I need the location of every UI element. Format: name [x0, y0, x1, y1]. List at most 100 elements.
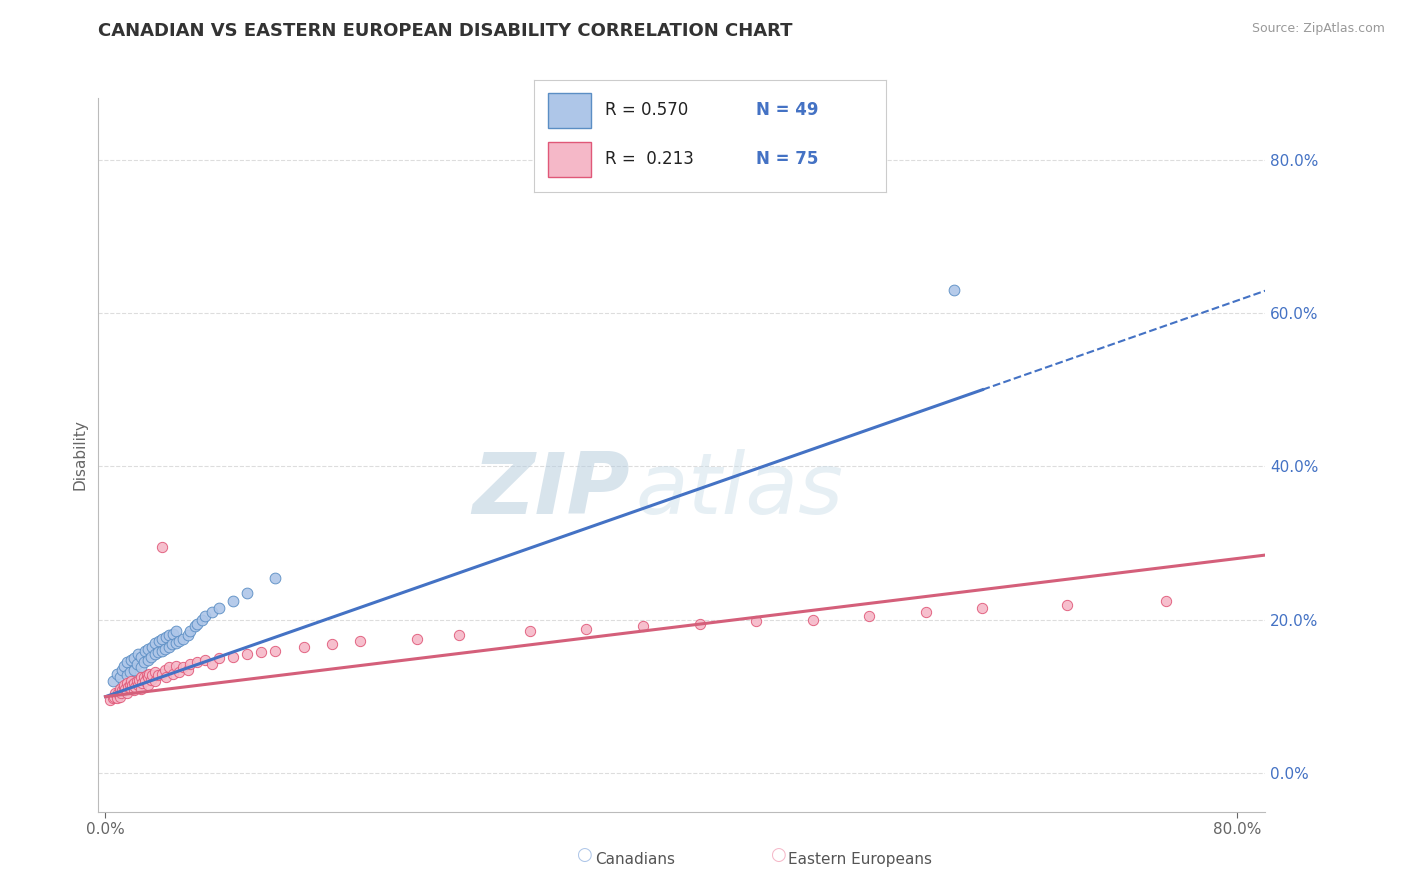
Point [120, 681, 142, 696]
Bar [548, 93, 591, 128]
Point [160, 637, 183, 651]
Point [131, 675, 153, 690]
Point [135, 668, 157, 682]
Point [631, 619, 654, 633]
Point [111, 663, 134, 677]
Point [120, 653, 142, 667]
Point [162, 666, 184, 681]
Point [1156, 593, 1178, 607]
Point [112, 681, 135, 695]
Text: Canadians: Canadians [596, 852, 675, 867]
Point [183, 619, 205, 633]
Text: ○: ○ [769, 847, 786, 864]
Point [101, 691, 124, 706]
Point [157, 660, 180, 674]
Point [575, 622, 598, 636]
Point [186, 616, 208, 631]
Point [105, 666, 128, 681]
Point [107, 686, 129, 700]
Point [519, 624, 541, 639]
Point [122, 675, 145, 690]
Point [150, 540, 173, 554]
Point [127, 648, 149, 662]
Point [190, 613, 212, 627]
Point [167, 665, 190, 679]
Point [858, 609, 880, 624]
Point [125, 674, 148, 689]
Point [122, 663, 145, 677]
Text: R = 0.570: R = 0.570 [605, 102, 688, 120]
Point [153, 642, 176, 657]
Point [186, 655, 208, 669]
Point [155, 670, 177, 684]
Point [115, 686, 138, 700]
Point [745, 615, 768, 629]
Point [146, 645, 169, 659]
Text: Eastern Europeans: Eastern Europeans [789, 852, 932, 867]
Point [132, 670, 155, 684]
Point [129, 660, 152, 674]
Point [157, 640, 180, 654]
Point [124, 681, 146, 695]
Point [176, 628, 198, 642]
Point [915, 605, 938, 619]
Point [1056, 598, 1078, 612]
Point [136, 670, 159, 684]
Point [405, 632, 427, 646]
Point [143, 648, 166, 662]
Point [150, 632, 173, 646]
Point [127, 678, 149, 692]
Point [157, 628, 180, 642]
Point [153, 663, 176, 677]
Point [264, 643, 287, 657]
Point [129, 649, 152, 664]
Point [236, 648, 259, 662]
Point [104, 686, 127, 700]
Point [449, 628, 471, 642]
Point [250, 645, 273, 659]
Point [179, 657, 201, 672]
Point [143, 674, 166, 689]
Point [115, 675, 138, 690]
Point [141, 640, 163, 654]
Point [101, 674, 124, 689]
Text: N = 49: N = 49 [756, 102, 818, 120]
Point [972, 601, 994, 615]
Point [200, 657, 222, 672]
Point [200, 605, 222, 619]
Point [117, 681, 139, 695]
Point [115, 655, 138, 669]
Point [115, 668, 138, 682]
Point [321, 637, 343, 651]
Point [179, 624, 201, 639]
Point [108, 670, 131, 684]
Point [689, 616, 711, 631]
Point [121, 678, 143, 692]
Point [112, 659, 135, 673]
Point [943, 283, 966, 297]
Point [134, 643, 156, 657]
Point [162, 626, 184, 640]
Point [118, 678, 141, 692]
Point [146, 668, 169, 682]
Point [143, 665, 166, 679]
Point [108, 681, 131, 696]
Point [264, 571, 287, 585]
Point [176, 663, 198, 677]
Point [349, 634, 371, 648]
Point [112, 678, 135, 692]
Point [103, 690, 125, 704]
Point [155, 630, 177, 644]
Y-axis label: Disability: Disability [72, 419, 87, 491]
Point [108, 690, 131, 704]
Point [132, 655, 155, 669]
Point [193, 653, 215, 667]
Point [172, 660, 194, 674]
Bar [548, 142, 591, 178]
Text: ZIP: ZIP [472, 449, 630, 533]
Point [222, 593, 245, 607]
Point [129, 670, 152, 684]
Point [139, 673, 162, 687]
Point [114, 681, 136, 696]
Point [222, 649, 245, 664]
